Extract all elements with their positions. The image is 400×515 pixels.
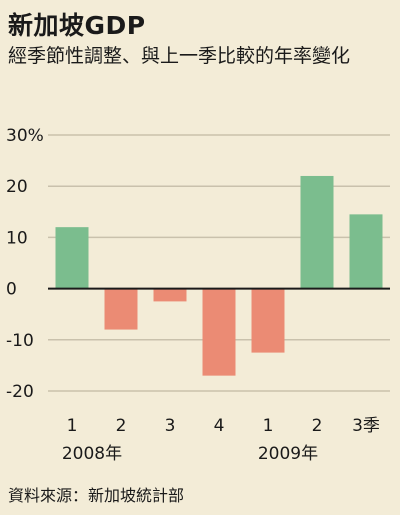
x-tick-label: 3季 xyxy=(352,416,380,436)
x-tick-label: 1 xyxy=(67,416,78,436)
y-tick-label: 30% xyxy=(6,126,44,146)
year-label: 2009年 xyxy=(258,444,318,464)
y-tick-label: 20 xyxy=(6,177,28,197)
y-tick-label: 10 xyxy=(6,228,28,248)
x-tick-label: 4 xyxy=(214,416,225,436)
chart-subtitle: 經季節性調整、與上一季比較的年率變化 xyxy=(8,45,351,67)
year-label: 2008年 xyxy=(62,444,122,464)
chart-title: 新加坡GDP xyxy=(8,11,146,40)
bar xyxy=(153,288,187,302)
bar xyxy=(251,288,285,353)
x-tick-label: 2 xyxy=(312,416,323,436)
x-tick-label: 2 xyxy=(116,416,127,436)
bar xyxy=(104,288,138,330)
y-tick-label: 0 xyxy=(6,280,17,300)
x-tick-label: 1 xyxy=(263,416,274,436)
bar xyxy=(202,288,236,376)
y-axis-ticks: 30% 20 10 0 -10 -20 xyxy=(6,126,390,402)
bar xyxy=(349,214,383,289)
x-axis-ticks: 1 2 3 4 1 2 3季 xyxy=(67,416,380,436)
bar xyxy=(55,227,89,289)
bar-chart: 30% 20 10 0 -10 -20 1 2 3 4 1 2 3季 2008年 2009年 xyxy=(6,126,390,464)
bar xyxy=(300,175,334,289)
source-note: 資料來源：新加坡統計部 xyxy=(8,486,185,505)
bars xyxy=(55,175,383,376)
y-tick-label: -10 xyxy=(6,331,34,351)
year-labels: 2008年 2009年 xyxy=(62,444,318,464)
x-tick-label: 3 xyxy=(165,416,176,436)
y-tick-label: -20 xyxy=(6,382,34,402)
